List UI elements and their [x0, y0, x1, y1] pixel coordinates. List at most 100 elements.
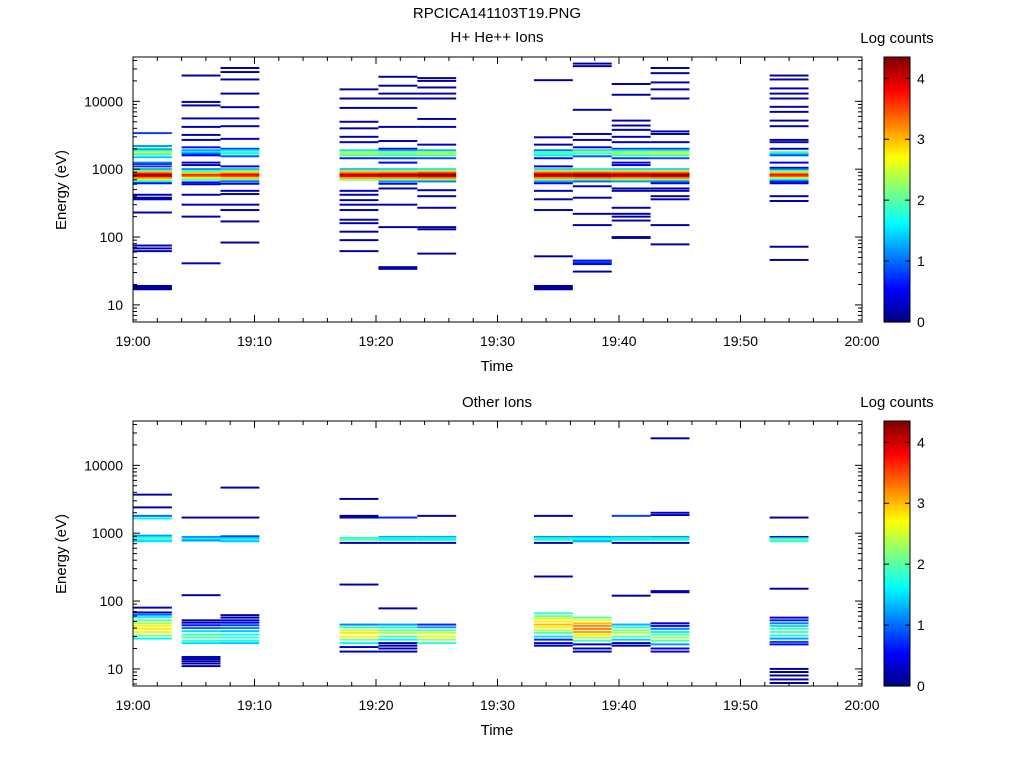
heatmap-cell [181, 146, 221, 149]
heatmap-cell [533, 541, 573, 544]
heatmap-cell [339, 171, 379, 174]
heatmap-cell [611, 128, 651, 131]
heatmap-cell [220, 168, 260, 171]
colorbar-band [884, 471, 910, 475]
colorbar-band [884, 533, 910, 537]
heatmap-cell [133, 506, 172, 509]
heatmap-cell [339, 189, 379, 192]
colorbar-band [884, 527, 910, 530]
heatmap-cell [339, 175, 379, 178]
heatmap-cell [650, 538, 690, 541]
colorbar-band [884, 624, 910, 627]
heatmap-cell [339, 239, 379, 242]
colorbar-band [884, 538, 910, 541]
heatmap-cell [339, 230, 379, 233]
heatmap-cell [133, 288, 172, 291]
heatmap-cell [611, 629, 651, 632]
colorbar-band [884, 103, 910, 107]
colorbar-band [884, 280, 910, 283]
colorbar-band [884, 573, 910, 577]
colorbar-band [884, 597, 910, 601]
heatmap-cell [133, 156, 172, 159]
heatmap-cell [769, 587, 809, 590]
heatmap-cell [769, 643, 809, 646]
colorbar-band [884, 169, 910, 173]
heatmap-cell [417, 626, 457, 629]
heatmap-cell [181, 150, 221, 153]
heatmap-cell [339, 623, 379, 626]
colorbar-band [884, 566, 910, 570]
heatmap-cell [769, 154, 809, 157]
heatmap-cell [181, 133, 221, 136]
x-axis-label: Time [481, 358, 514, 375]
colorbar-band [884, 136, 910, 140]
colorbar-band [884, 630, 910, 634]
colorbar-band [884, 163, 910, 166]
heatmap-cell [181, 639, 221, 642]
x-tick-label: 19:20 [358, 697, 393, 713]
colorbar-band [884, 496, 910, 499]
heatmap-cell [572, 619, 612, 622]
heatmap-cell [417, 174, 457, 177]
heatmap-cell [378, 203, 418, 206]
heatmap-cell [220, 642, 260, 645]
heatmap-cell [417, 638, 457, 641]
heatmap-cell [769, 537, 809, 540]
colorbar-band [884, 644, 910, 647]
heatmap-cell [611, 174, 651, 177]
heatmap-cell [769, 125, 809, 128]
x-tick-label: 19:00 [115, 697, 150, 713]
heatmap-cell [181, 169, 221, 172]
colorbar-band [884, 564, 910, 568]
colorbar-band [884, 670, 910, 674]
heatmap-cell [417, 168, 457, 171]
heatmap-cell [533, 644, 573, 647]
heatmap-cell [533, 174, 573, 177]
heatmap-cell [769, 624, 809, 627]
heatmap-cell [533, 172, 573, 175]
colorbar: 0 1 2 3 4 [883, 56, 925, 330]
heatmap-cell [650, 150, 690, 153]
colorbar-band [884, 447, 910, 451]
heatmap-cell [220, 117, 260, 120]
heatmap-cell [769, 110, 809, 113]
colorbar-band [884, 560, 910, 563]
colorbar-band [884, 613, 910, 616]
heatmap-cell [533, 626, 573, 629]
heatmap-cell [220, 137, 260, 140]
heatmap-cell [650, 175, 690, 178]
colorbar-band [884, 317, 910, 321]
plot-area [133, 57, 862, 322]
heatmap-cell [417, 189, 457, 192]
colorbar-band [884, 617, 910, 621]
heatmap-cell [220, 147, 260, 150]
heatmap-cell [611, 147, 651, 150]
colorbar-band [884, 421, 910, 424]
heatmap-cell [378, 631, 418, 634]
heatmap-cell [650, 81, 690, 84]
heatmap-cell [220, 165, 260, 168]
colorbar-band [884, 196, 910, 199]
colorbar-band [884, 672, 910, 676]
heatmap-cell [650, 171, 690, 174]
heatmap-cell [417, 195, 457, 198]
colorbar-band [884, 549, 910, 552]
colorbar-band [884, 544, 910, 548]
colorbar-band [884, 229, 910, 233]
heatmap-cell [417, 169, 457, 172]
colorbar-band [884, 220, 910, 224]
heatmap-cell [572, 171, 612, 174]
heatmap-cell [417, 171, 457, 174]
heatmap-cell [769, 178, 809, 181]
colorbar-band [884, 599, 910, 603]
colorbar-band [884, 178, 910, 182]
colorbar-band [884, 59, 910, 63]
heatmap-cell [133, 534, 172, 537]
heatmap-cell [769, 195, 809, 198]
heatmap-cell [181, 149, 221, 152]
colorbar-band [884, 147, 910, 151]
colorbar-band [884, 429, 910, 433]
heatmap-cell [339, 650, 379, 653]
heatmap-cell [378, 642, 418, 645]
heatmap-cell [572, 196, 612, 199]
